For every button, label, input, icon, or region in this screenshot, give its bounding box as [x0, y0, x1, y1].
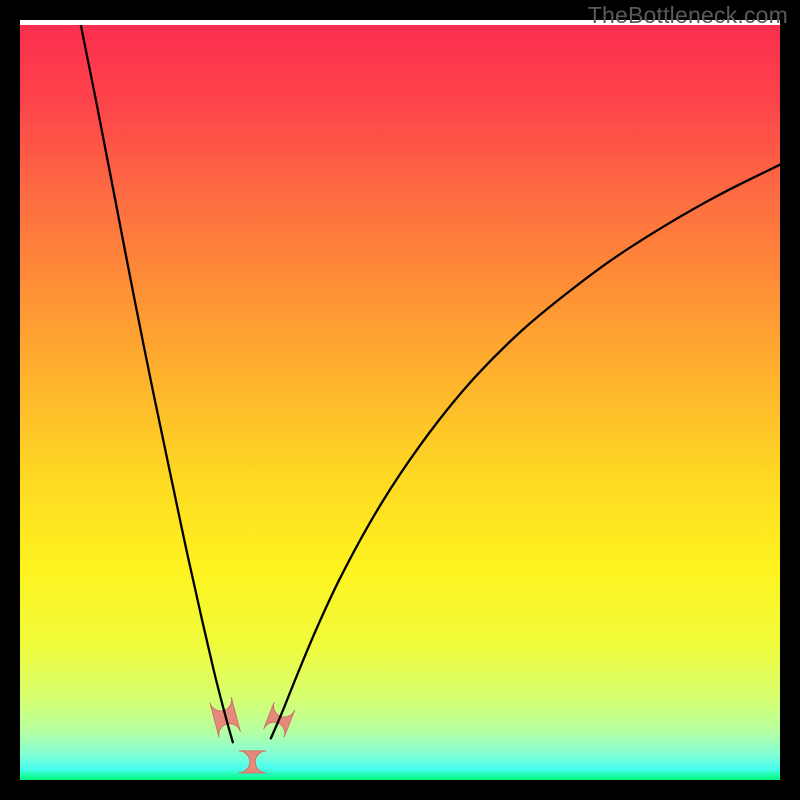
plot-svg — [20, 25, 780, 780]
gradient-background — [20, 25, 780, 780]
plot-area — [20, 25, 780, 780]
figure-root: TheBottleneck.com — [0, 0, 800, 800]
watermark-text: TheBottleneck.com — [588, 2, 788, 29]
